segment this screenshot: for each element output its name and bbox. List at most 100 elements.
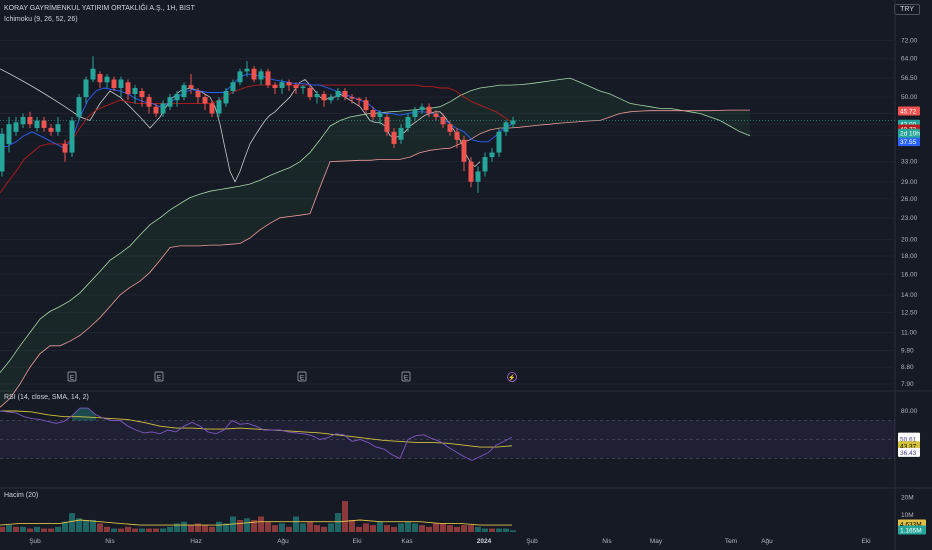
x-tick-label: Şub <box>29 538 41 545</box>
earnings-marker-label: E <box>70 375 75 382</box>
volume-bar <box>475 526 481 532</box>
volume-badge-label: 1.165M <box>900 527 922 534</box>
volume-bar <box>496 528 502 532</box>
volume-bar <box>398 523 404 532</box>
volume-bar <box>195 523 201 532</box>
volume-bar <box>181 521 187 532</box>
volume-bar <box>258 516 264 532</box>
countdown-label: 2d 10h <box>900 131 920 138</box>
price-tick-label: 64.00 <box>901 56 918 63</box>
volume-bar <box>363 523 369 532</box>
rsi-badge-label: 43.37 <box>900 443 917 450</box>
symbol-title: KORAY GAYRİMENKUL YATIRIM ORTAKLIĞI A.Ş.… <box>4 5 195 12</box>
earnings-marker <box>401 371 411 382</box>
candle-down <box>188 85 194 89</box>
price-tick-label: 20.00 <box>901 237 918 244</box>
volume-bar <box>503 528 509 532</box>
candle-up <box>377 113 383 117</box>
candle-down <box>97 74 103 83</box>
dividend-icon <box>507 372 517 382</box>
volume-bar <box>391 526 397 532</box>
candle-up <box>160 103 166 114</box>
price-tick-label: 14.00 <box>901 292 918 299</box>
candle-up <box>0 133 5 172</box>
earnings-marker-label: E <box>157 375 162 382</box>
base-line <box>0 84 513 194</box>
candle-down <box>62 143 68 153</box>
earnings-marker <box>297 371 307 382</box>
ichimoku-label[interactable]: Ichimoku (9, 26, 52, 26) <box>4 16 78 23</box>
volume-bar <box>251 519 257 532</box>
candle-up <box>55 124 61 132</box>
volume-bar <box>167 526 173 532</box>
volume-bar <box>482 528 488 532</box>
candle-up <box>13 122 19 132</box>
candle-down <box>468 161 474 182</box>
candle-up <box>489 152 495 158</box>
volume-bar <box>132 528 138 532</box>
volume-bar <box>510 530 516 532</box>
volume-bar <box>440 523 446 532</box>
volume-bar <box>146 528 152 532</box>
rsi-overbought-fill <box>72 408 96 421</box>
price-tick-label: 12.50 <box>901 310 918 317</box>
candle-down <box>433 113 439 117</box>
volume-bar <box>349 519 355 532</box>
volume-tick-label: 20M <box>901 495 914 502</box>
volume-bar <box>272 525 278 532</box>
candle-up <box>279 82 285 89</box>
volume-bar <box>454 526 460 532</box>
volume-bar <box>34 526 40 532</box>
price-tick-label: 56.50 <box>901 75 918 82</box>
volume-bar <box>48 528 54 532</box>
x-tick-label: Nis <box>105 538 115 545</box>
price-tick-label: 18.00 <box>901 253 918 260</box>
candle-up <box>475 171 481 182</box>
candle-down <box>349 97 355 99</box>
price-tick-label: 8.80 <box>901 364 914 371</box>
candle-down <box>286 82 292 86</box>
volume-bar <box>174 523 180 532</box>
x-tick-label: Tem <box>725 538 737 545</box>
price-badge-label: 37.55 <box>900 139 917 146</box>
candle-down <box>391 131 397 144</box>
volume-bar <box>244 518 250 532</box>
candle-down <box>293 85 299 89</box>
volume-bar <box>405 521 411 532</box>
candle-down <box>447 124 453 132</box>
candle-up <box>34 120 40 128</box>
volume-bar <box>328 523 334 532</box>
volume-bar <box>97 523 103 532</box>
price-tick-label: 9.80 <box>901 347 914 354</box>
earnings-marker-label: E <box>404 375 409 382</box>
candle-up <box>118 79 124 89</box>
candle-down <box>461 139 467 162</box>
volume-badge <box>898 525 926 535</box>
candle-up <box>132 88 138 95</box>
candle-up <box>104 76 110 83</box>
volume-ma-line <box>0 519 512 526</box>
candle-up <box>412 110 418 117</box>
x-tick-label: Eki <box>861 538 870 545</box>
dividend-icon-glyph: ⚡ <box>508 374 515 382</box>
volume-bar <box>41 528 47 532</box>
volume-bar <box>188 525 194 532</box>
volume-bar <box>293 516 299 532</box>
volume-bar <box>237 519 243 532</box>
rsi-badge-label: 50.61 <box>900 436 917 443</box>
rsi-sma-line <box>0 410 513 448</box>
candle-down <box>195 91 201 98</box>
price-badge-label: 45.72 <box>900 109 917 116</box>
candle-up <box>314 94 320 98</box>
volume-bar <box>223 523 229 532</box>
candle-up <box>244 68 250 72</box>
volume-bar <box>335 513 341 532</box>
candle-up <box>405 116 411 128</box>
price-tick-label: 11.00 <box>901 330 917 337</box>
candle-down <box>265 71 271 86</box>
volume-tick-label: 10M <box>901 512 914 519</box>
candle-down <box>384 116 390 132</box>
candle-up <box>496 131 502 153</box>
volume-bar <box>279 523 285 532</box>
